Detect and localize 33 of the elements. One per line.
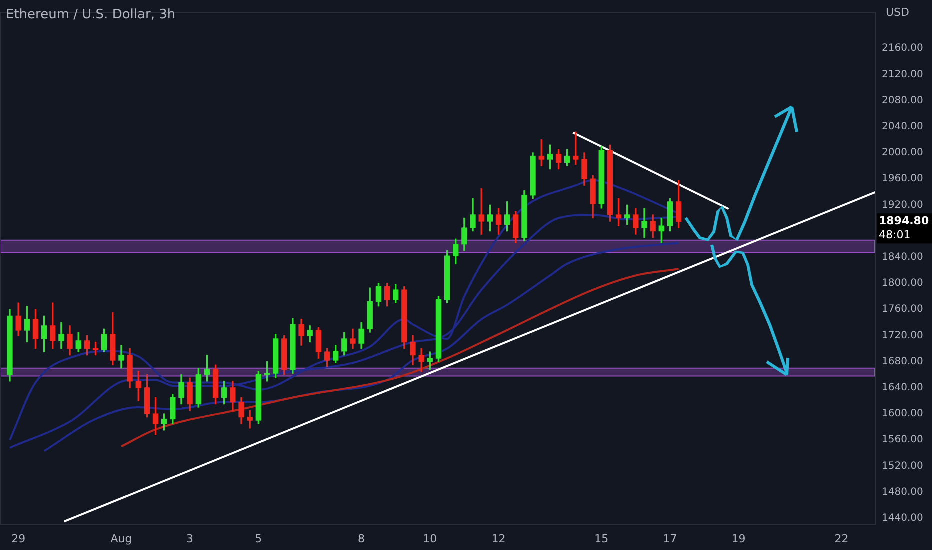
x-tick-label: 29 (12, 532, 26, 546)
y-tick-label: 2000.00 (882, 148, 924, 159)
y-axis-title: USD (886, 6, 910, 19)
y-tick-label: 2040.00 (882, 121, 924, 132)
x-tick-label: 12 (492, 532, 506, 546)
x-tick-label: 22 (834, 532, 849, 546)
y-tick-label: 1720.00 (882, 330, 924, 342)
y-tick-label: 1840.00 (882, 252, 924, 263)
y-tick-label: 2080.00 (882, 95, 924, 106)
x-tick-label: 19 (732, 532, 746, 546)
x-tick-label: 17 (663, 532, 678, 546)
x-tick-label: 10 (423, 532, 438, 546)
y-tick-label: 1800.00 (882, 278, 924, 290)
y-tick-label: 2160.00 (882, 43, 924, 54)
y-tick-label: 1920.00 (882, 200, 924, 211)
y-tick-label: 2120.00 (882, 69, 924, 80)
text: 1894.80 (879, 214, 930, 228)
y-tick-label: 1440.00 (882, 513, 924, 524)
y-tick-label: 1560.00 (882, 434, 924, 446)
x-tick-label: Aug (110, 532, 132, 546)
y-tick-label: 1600.00 (882, 408, 924, 420)
y-tick-label: 1640.00 (882, 382, 924, 394)
x-tick-label: 8 (358, 532, 366, 546)
chart-title: Ethereum / U.S. Dollar, 3h (6, 7, 176, 22)
x-tick-label: 5 (255, 532, 262, 546)
y-tick-label: 1480.00 (882, 486, 924, 498)
y-tick-label: 1520.00 (882, 460, 924, 472)
text: 48:01 (879, 228, 911, 242)
y-tick-label: 1960.00 (882, 174, 924, 185)
x-tick-label: 3 (186, 532, 194, 546)
y-tick-label: 1760.00 (882, 304, 924, 316)
x-tick-label: 15 (594, 532, 609, 546)
y-tick-label: 1680.00 (882, 356, 924, 368)
